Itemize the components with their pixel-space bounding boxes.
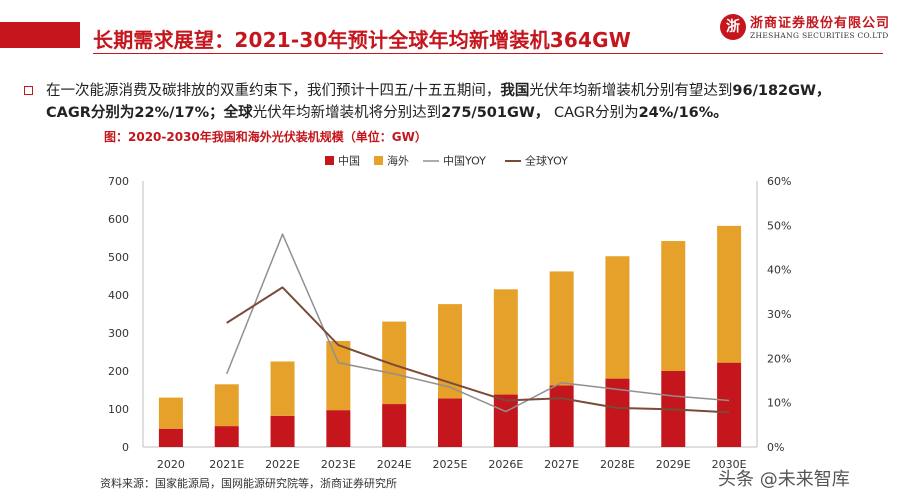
legend-label: 全球YOY [525,154,568,168]
x-tick-label: 2030E [712,458,747,471]
bar-overseas [549,271,574,386]
x-tick-label: 2024E [377,458,412,471]
y-left-tick-label: 400 [108,289,129,302]
bar-china [717,362,742,447]
bar-overseas [493,289,518,395]
line-global-yoy [226,286,730,414]
legend-swatch [325,156,334,165]
header: 长期需求展望：2021-30年预计全球年均新增装机364GW 浙 浙商证券股份有… [0,0,900,60]
summary-bold: 96/182GW， [732,83,831,99]
y-left-tick-label: 600 [108,213,129,226]
summary-text: 光伏年均新增装机分别有望达到 [529,83,733,99]
y-right-tick-label: 0% [767,441,784,454]
y-right-tick-label: 40% [767,264,791,277]
logo-icon: 浙 [720,14,746,40]
x-tick-label: 2028E [600,458,635,471]
x-tick-label: 2025E [433,458,468,471]
header-accent-bar [0,22,80,48]
summary-text: CAGR分别为 [549,105,639,121]
watermark: 头条 @未来智库 [718,469,850,490]
bar-china [493,394,518,447]
bar-overseas [438,304,462,399]
y-left-tick-label: 700 [108,175,129,188]
logo-text-en: ZHESHANG SECURITIES CO.LTD [750,31,889,40]
line-china-yoy [226,233,730,413]
summary-bold: 我国 [500,83,530,99]
bar-overseas [270,361,295,416]
bar-china [270,415,295,447]
summary-text: 光伏年均新增装机将分别达到 [252,105,442,121]
y-right-tick-label: 30% [767,308,791,321]
bar-overseas [717,225,742,363]
summary-text: 在一次能源消费及碳排放的双重约束下，我们预计十四五/十五五期间， [46,83,501,99]
x-tick-label: 2027E [544,458,579,471]
y-left-tick-label: 200 [108,365,129,378]
x-tick-label: 2020 [157,458,185,471]
y-left-tick-label: 100 [108,403,129,416]
summary-bold: 24%/16%。 [638,105,728,121]
bar-china [438,398,462,447]
y-left-tick-label: 500 [108,251,129,264]
legend-label: 中国YOY [443,155,486,168]
x-tick-label: 2022E [265,458,300,471]
bar-overseas [158,397,183,429]
x-tick-label: 2026E [488,458,523,471]
company-logo: 浙 浙商证券股份有限公司 ZHESHANG SECURITIES CO.LTD [720,12,890,48]
y-left-tick-label: 300 [108,327,129,340]
bar-china [158,428,183,447]
y-left-tick-label: 0 [122,441,129,454]
bar-overseas [605,256,630,379]
summary-bold: 275/501GW， [441,105,550,121]
bar-overseas [661,241,686,371]
source-note: 资料来源：国家能源局，国网能源研究院等，浙商证券研究所 [100,477,397,490]
logo-text-cn: 浙商证券股份有限公司 [750,16,891,31]
y-right-tick-label: 10% [767,397,791,410]
bar-china [382,404,407,447]
bar-overseas [214,384,239,427]
legend-label: 海外 [387,154,409,168]
summary-bold: 全球 [223,105,253,121]
x-tick-label: 2029E [656,458,691,471]
bar-overseas [326,340,351,411]
bar-china [326,410,351,447]
bar-china [214,426,239,447]
summary-bold: CAGR分别为22%/17%； [46,105,224,121]
bullet-square-icon [24,86,33,95]
summary-paragraph: 在一次能源消费及碳排放的双重约束下，我们预计十四五/十五五期间，我国光伏年均新增… [46,80,876,124]
y-right-tick-label: 60% [767,175,791,188]
header-divider [93,53,883,54]
bar-china [549,385,574,447]
legend-swatch [374,156,383,165]
y-right-tick-label: 50% [767,219,791,232]
y-right-tick-label: 20% [767,352,791,365]
chart-title: 图：2020-2030年我国和海外光伏装机规模（单位：GW） [104,130,427,144]
x-tick-label: 2023E [321,458,356,471]
page-title: 长期需求展望：2021-30年预计全球年均新增装机364GW [93,28,632,52]
x-tick-label: 2021E [209,458,244,471]
legend-label: 中国 [338,155,360,168]
